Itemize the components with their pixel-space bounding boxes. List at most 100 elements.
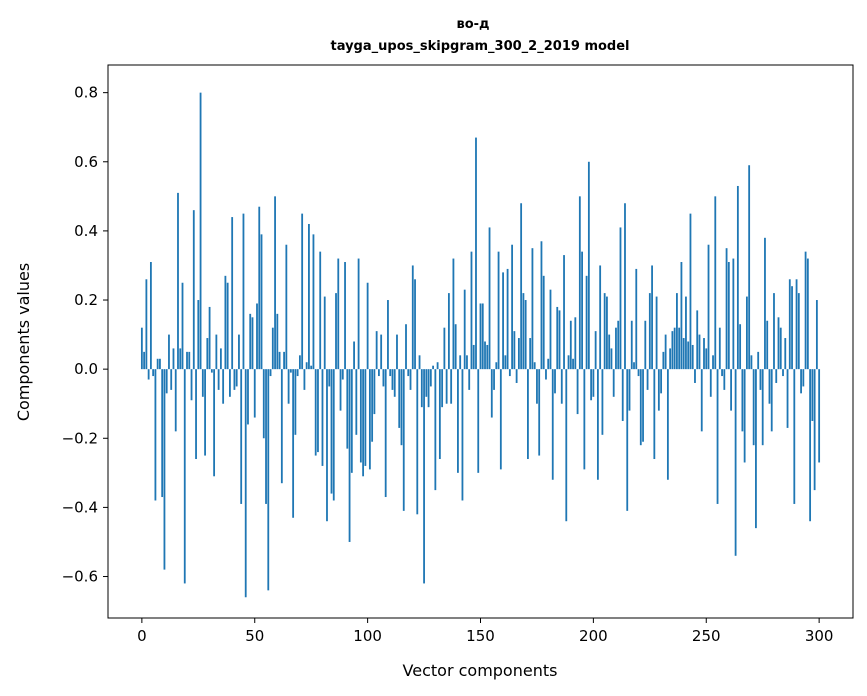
y-tick-label: 0.2 xyxy=(74,291,98,309)
bar xyxy=(240,369,243,504)
bar xyxy=(676,293,678,370)
bar xyxy=(784,338,787,370)
bar xyxy=(235,369,238,387)
bars-group xyxy=(140,92,821,598)
bar xyxy=(210,369,213,373)
bar xyxy=(206,338,209,370)
bar xyxy=(732,258,735,370)
bar xyxy=(727,262,730,370)
bar xyxy=(152,369,155,377)
bar xyxy=(795,279,798,370)
bar xyxy=(174,369,177,432)
bar xyxy=(495,362,498,370)
bar xyxy=(610,348,613,370)
bar xyxy=(296,369,299,377)
y-ticks: −0.6 −0.4 −0.2 0.0 0.2 0.4 0.6 0.8 xyxy=(62,84,108,586)
chart-subtitle: tayga_upos_skipgram_300_2_2019 model xyxy=(331,39,630,54)
bar xyxy=(276,313,279,370)
bar xyxy=(545,369,547,380)
bar xyxy=(511,244,514,370)
bar xyxy=(606,296,608,370)
bar xyxy=(639,369,642,446)
bar xyxy=(745,296,748,370)
bar xyxy=(691,344,694,370)
bar xyxy=(755,369,757,529)
bar xyxy=(371,369,374,442)
bar xyxy=(366,282,369,370)
x-tick-label: 50 xyxy=(245,627,264,645)
bar xyxy=(423,369,425,584)
bar xyxy=(730,369,732,411)
bar xyxy=(287,369,290,404)
bar xyxy=(190,369,193,401)
bar xyxy=(222,369,225,404)
bar xyxy=(438,369,441,460)
bar xyxy=(226,282,229,370)
bar xyxy=(723,369,726,390)
x-tick-label: 250 xyxy=(692,627,721,645)
bar xyxy=(344,262,346,370)
bar xyxy=(637,369,640,377)
bar xyxy=(317,369,319,453)
bar xyxy=(777,317,780,370)
bar xyxy=(308,223,310,370)
bar xyxy=(172,348,175,370)
bar xyxy=(461,369,464,501)
bar xyxy=(335,293,337,370)
bar xyxy=(457,369,459,473)
bar xyxy=(161,369,164,498)
bar xyxy=(375,331,378,370)
x-tick-label: 150 xyxy=(466,627,495,645)
bar xyxy=(773,293,775,370)
bar xyxy=(269,369,272,377)
bar xyxy=(800,369,802,394)
bar xyxy=(418,355,421,370)
bar xyxy=(739,324,742,370)
bar xyxy=(258,206,261,370)
bar xyxy=(208,306,211,370)
bar xyxy=(802,369,805,387)
bar xyxy=(454,324,457,370)
bar xyxy=(319,251,322,370)
bar xyxy=(434,369,437,491)
bar xyxy=(192,210,195,370)
bar xyxy=(170,369,173,390)
bar xyxy=(165,369,168,394)
bar xyxy=(707,244,710,370)
bar xyxy=(764,237,766,370)
bar xyxy=(797,293,800,370)
bar xyxy=(603,293,606,370)
y-tick-label: 0.4 xyxy=(74,222,98,240)
bar xyxy=(601,369,604,435)
bar xyxy=(402,369,405,511)
bar xyxy=(274,196,276,370)
bar xyxy=(565,369,568,522)
bar xyxy=(569,320,572,370)
bar xyxy=(752,369,755,446)
bar xyxy=(646,369,649,390)
bar xyxy=(671,331,674,370)
bar xyxy=(156,358,159,370)
bar xyxy=(533,362,536,370)
bar xyxy=(560,369,563,404)
bar xyxy=(621,369,624,421)
bar xyxy=(229,369,231,397)
bar xyxy=(373,369,376,415)
bar xyxy=(364,369,367,466)
bar xyxy=(396,334,398,370)
bar xyxy=(666,369,669,480)
bar xyxy=(429,369,432,387)
bar xyxy=(709,369,712,397)
bar xyxy=(599,265,602,370)
bar xyxy=(617,320,620,370)
bar xyxy=(493,369,495,390)
bar xyxy=(558,310,561,370)
bar xyxy=(743,369,746,463)
bar xyxy=(278,351,281,370)
bar xyxy=(592,369,595,397)
bar xyxy=(524,300,527,370)
bar xyxy=(283,351,285,370)
bar xyxy=(770,369,773,432)
bar xyxy=(748,165,751,370)
bar xyxy=(289,369,292,373)
